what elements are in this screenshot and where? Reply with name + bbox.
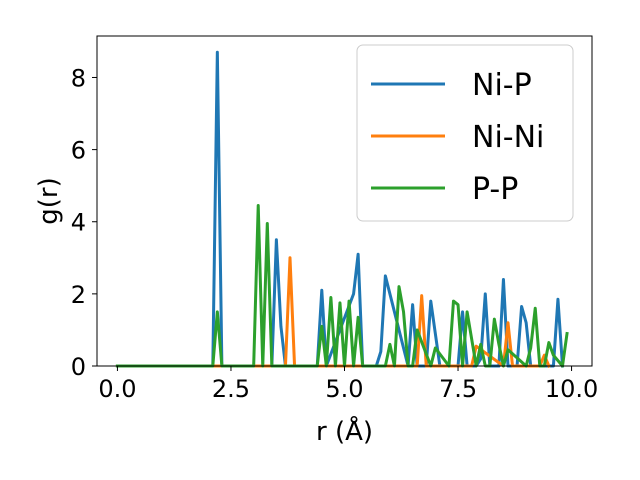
x-tick-label: 7.5	[439, 375, 477, 403]
legend-box	[356, 44, 574, 222]
y-tick-label: 0	[71, 353, 86, 381]
x-axis-label: r (Å)	[316, 415, 373, 447]
y-tick-label: 8	[71, 64, 86, 92]
legend-label-ni-ni: Ni-Ni	[472, 120, 544, 155]
y-tick-label: 2	[71, 281, 86, 309]
x-tick-label: 5.0	[325, 375, 363, 403]
x-tick-label: 2.5	[212, 375, 250, 403]
y-tick-label: 6	[71, 137, 86, 165]
y-axis-label: g(r)	[34, 177, 64, 224]
y-tick-label: 4	[71, 209, 86, 237]
legend: Ni-P Ni-Ni P-P	[356, 44, 574, 222]
x-tick-label: 10.0	[545, 375, 598, 403]
legend-label-p-p: P-P	[472, 172, 518, 207]
x-tick-label: 0.0	[98, 375, 136, 403]
series-line-p-p	[115, 204, 569, 368]
legend-label-ni-p: Ni-P	[472, 68, 532, 103]
axes-layer: 0.0 2.5 5.0 7.5 10.0 0 2 4 6 8 r (Å) g(r)	[34, 35, 598, 447]
